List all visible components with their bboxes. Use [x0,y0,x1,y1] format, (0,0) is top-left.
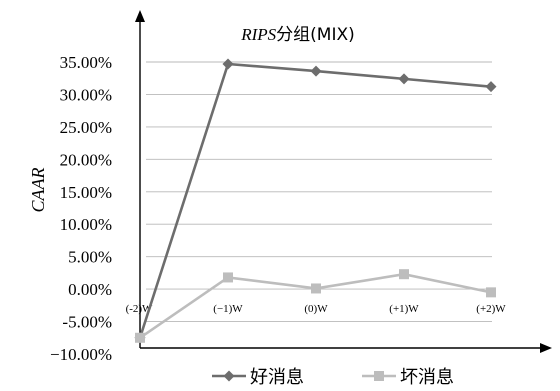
data-point [222,58,234,70]
x-tick-label: (+2)W [476,303,506,315]
data-point [398,73,410,85]
y-tick-label: 5.00% [68,248,112,267]
legend-label: 坏消息 [400,367,454,388]
series-2 [135,269,496,343]
chart-title-rest: 分组(MIX) [276,25,355,45]
legend-label: 好消息 [250,367,304,388]
legend-marker [223,370,235,382]
y-tick-labels: 35.00% 30.00% 25.00% 20.00% 15.00% 10.00% 5.00… [50,53,112,364]
y-axis-label: CAAR [28,168,48,213]
chart-title: RIPS分组(MIX) [240,25,355,45]
data-point [223,272,233,283]
data-point [310,65,322,77]
legend-item: 坏消息 [362,367,454,388]
legend: 好消息 坏消息 [212,367,454,388]
x-axis-arrow [540,343,552,353]
axes [135,10,552,353]
chart-title-italic: RIPS [240,25,276,44]
x-tick-label: (+1)W [389,303,419,315]
y-tick-label: 35.00% [60,53,112,72]
x-tick-labels: (-2)W (−1)W (0)W (+1)W (+2)W [126,303,507,315]
y-tick-label: 20.00% [60,150,112,169]
y-tick-label: 15.00% [60,183,112,202]
y-tick-label: 25.00% [60,118,112,137]
y-tick-label: 10.00% [60,215,112,234]
y-tick-label: −10.00% [50,345,112,364]
x-tick-label: (−1)W [213,303,243,315]
y-tick-label: 0.00% [68,280,112,299]
data-point [485,81,497,93]
legend-marker [374,371,384,381]
data-point [486,287,496,298]
legend-item: 好消息 [212,367,304,388]
y-tick-label: 30.00% [60,85,112,104]
data-point [311,283,321,294]
x-tick-label: (-2)W [126,303,153,315]
y-axis-arrow [135,10,145,22]
x-tick-label: (0)W [304,303,328,315]
series-layer [134,58,497,344]
y-tick-label: -5.00% [62,313,112,332]
series-1 [134,58,497,344]
data-point [399,269,409,280]
gridlines [146,61,492,323]
series-line [138,62,492,339]
data-point [135,332,145,343]
